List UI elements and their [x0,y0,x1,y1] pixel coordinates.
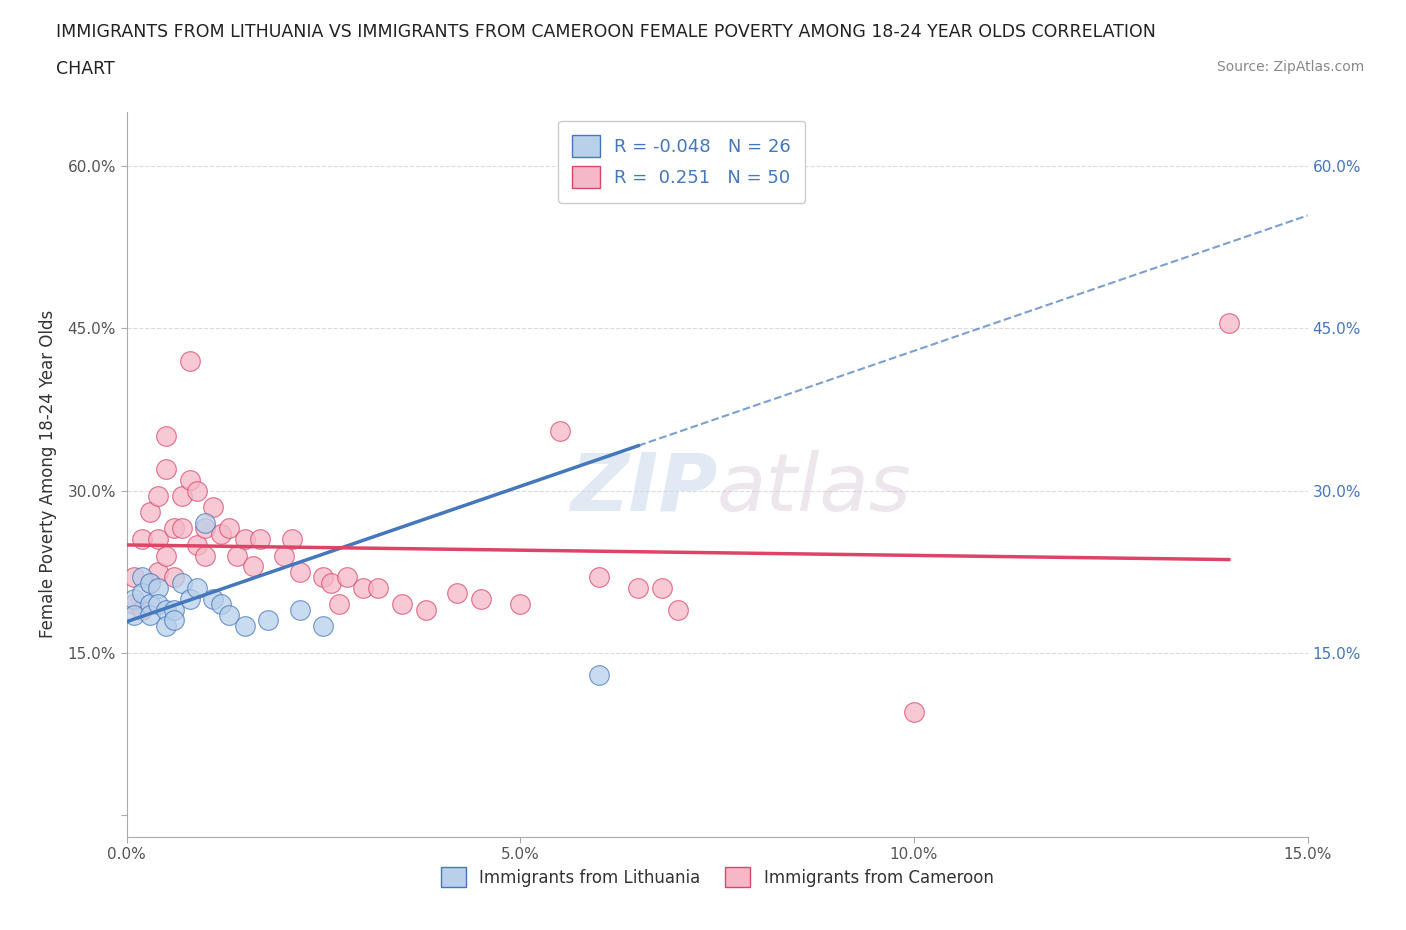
Point [415,603,437,618]
Point [225,548,247,563]
Point [548,423,571,438]
Point [146,565,169,579]
Point [163,521,186,536]
Point [179,353,201,368]
Point [666,603,689,618]
Point [209,526,232,541]
Text: CHART: CHART [56,60,115,78]
Point [281,532,304,547]
Point [131,603,153,618]
Text: atlas: atlas [717,450,912,528]
Point [257,613,280,628]
Point [146,597,169,612]
Point [588,570,610,585]
Point [146,488,169,503]
Point [651,580,673,595]
Point [509,597,531,612]
Point [321,575,343,590]
Point [209,597,232,612]
Point [336,570,359,585]
Legend: Immigrants from Lithuania, Immigrants from Cameroon: Immigrants from Lithuania, Immigrants fr… [434,860,1000,894]
Text: ZIP: ZIP [569,450,717,528]
Point [328,597,350,612]
Point [352,580,374,595]
Point [186,580,208,595]
Text: Source: ZipAtlas.com: Source: ZipAtlas.com [1216,60,1364,74]
Text: IMMIGRANTS FROM LITHUANIA VS IMMIGRANTS FROM CAMEROON FEMALE POVERTY AMONG 18-24: IMMIGRANTS FROM LITHUANIA VS IMMIGRANTS … [56,23,1156,41]
Point [179,591,201,606]
Point [194,515,217,530]
Point [218,521,240,536]
Point [163,603,186,618]
Point [186,538,208,552]
Point [155,461,177,476]
Point [627,179,650,194]
Point [194,521,217,536]
Point [179,472,201,487]
Point [131,532,153,547]
Point [470,591,492,606]
Point [139,597,162,612]
Point [124,607,146,622]
Point [170,575,193,590]
Point [249,532,271,547]
Point [202,591,225,606]
Point [288,603,311,618]
Point [627,580,650,595]
Point [131,570,153,585]
Point [1218,315,1240,330]
Point [139,575,162,590]
Point [155,618,177,633]
Y-axis label: Female Poverty Among 18-24 Year Olds: Female Poverty Among 18-24 Year Olds [38,311,56,638]
Point [288,565,311,579]
Point [155,548,177,563]
Point [155,603,177,618]
Point [139,607,162,622]
Point [202,499,225,514]
Point [233,532,256,547]
Point [163,613,186,628]
Point [155,429,177,444]
Point [233,618,256,633]
Point [391,597,413,612]
Point [312,570,335,585]
Point [124,597,146,612]
Point [139,575,162,590]
Point [218,607,240,622]
Point [170,488,193,503]
Point [124,591,146,606]
Point [146,580,169,595]
Point [273,548,295,563]
Point [194,548,217,563]
Point [186,483,208,498]
Point [367,580,389,595]
Point [139,505,162,520]
Point [146,532,169,547]
Point [124,570,146,585]
Point [163,570,186,585]
Point [446,586,468,601]
Point [588,667,610,682]
Point [903,705,925,720]
Point [242,559,264,574]
Point [312,618,335,633]
Point [131,586,153,601]
Point [170,521,193,536]
